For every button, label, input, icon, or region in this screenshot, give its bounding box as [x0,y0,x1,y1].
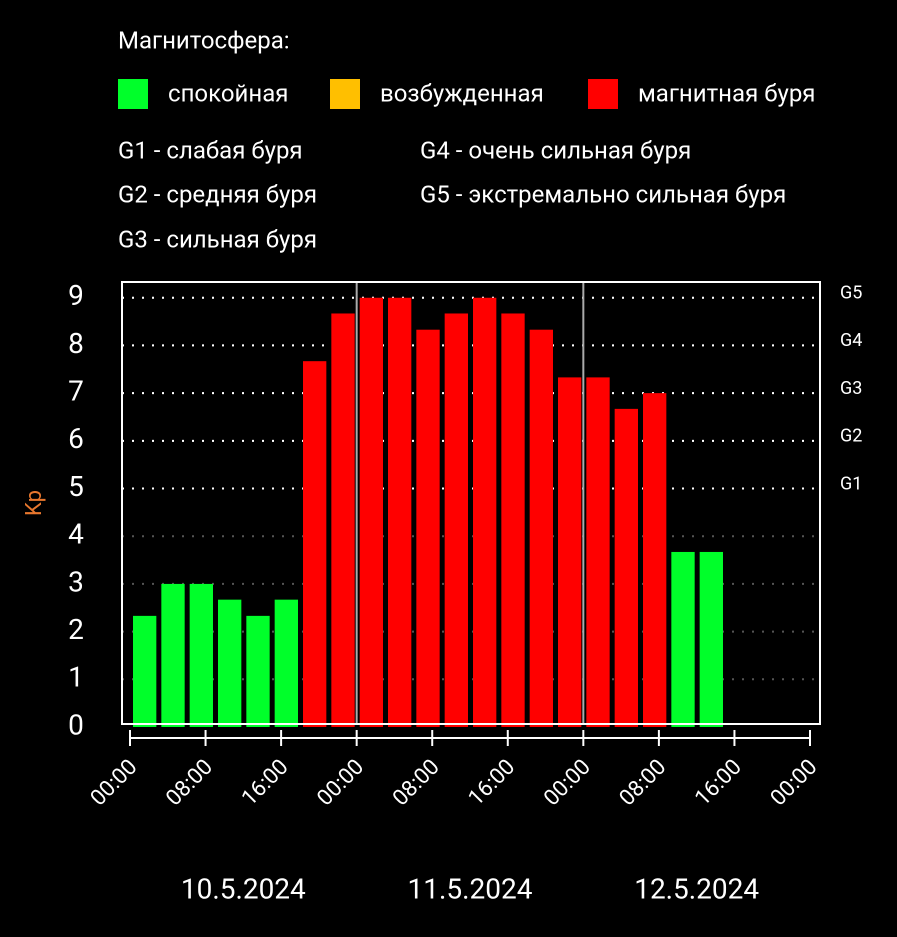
bar [699,551,723,727]
y-tick-label: 6 [68,422,84,455]
bar [331,313,355,727]
bar [671,551,695,727]
storm-label: G2 [840,426,862,447]
bar [614,408,638,727]
x-tick-label: 00:00 [313,755,369,811]
y-tick-label: 3 [68,565,84,598]
bar [303,361,327,727]
date-label: 12.5.2024 [634,872,759,905]
x-tick-label: 08:00 [388,755,444,811]
y-tick-label: 9 [68,279,84,312]
y-axis-label: Kp [22,490,47,516]
storm-level: G5 - экстремально сильная буря [420,180,786,208]
x-tick-label: 08:00 [161,755,217,811]
legend-label: возбужденная [380,79,544,107]
bar [189,583,213,727]
bar [388,297,412,727]
y-tick-label: 4 [68,518,84,551]
x-tick-label: 00:00 [86,755,142,811]
x-tick-label: 08:00 [615,755,671,811]
bar [218,599,242,727]
x-tick-label: 16:00 [690,755,746,811]
bar [246,615,270,727]
bar [558,377,582,727]
bar [444,313,468,727]
bar [133,615,157,727]
bar [274,599,298,727]
bar [529,329,553,727]
x-tick-label: 00:00 [766,755,822,811]
bar [416,329,440,727]
legend-swatch [118,79,148,109]
bar [359,297,383,727]
bar [473,297,497,727]
plot-frame [121,281,821,725]
y-tick-label: 8 [68,327,84,360]
storm-level: G3 - сильная буря [118,225,317,253]
bar [643,393,667,727]
y-tick-label: 0 [68,708,84,741]
legend-label: спокойная [168,79,288,107]
storm-level: G1 - слабая буря [118,136,303,164]
y-tick-label: 5 [68,470,84,503]
bar [501,313,525,727]
x-tick-label: 16:00 [237,755,293,811]
legend-swatch [588,79,618,109]
storm-label: G1 [840,473,862,494]
y-tick-label: 1 [68,661,84,694]
date-label: 10.5.2024 [181,872,306,905]
bar [586,377,610,727]
legend-label: магнитная буря [638,79,815,107]
x-tick-label: 00:00 [539,755,595,811]
legend-swatch [330,79,360,109]
x-tick-label: 16:00 [464,755,520,811]
legend-title: Магнитосфера: [118,26,290,54]
y-tick-label: 2 [68,613,84,646]
storm-label: G5 [840,282,862,303]
storm-label: G4 [840,330,862,351]
y-tick-label: 7 [68,375,84,408]
storm-level: G4 - очень сильная буря [420,136,691,164]
storm-level: G2 - средняя буря [118,180,317,208]
date-label: 11.5.2024 [408,872,533,905]
storm-label: G3 [840,378,862,399]
bar [161,583,185,727]
